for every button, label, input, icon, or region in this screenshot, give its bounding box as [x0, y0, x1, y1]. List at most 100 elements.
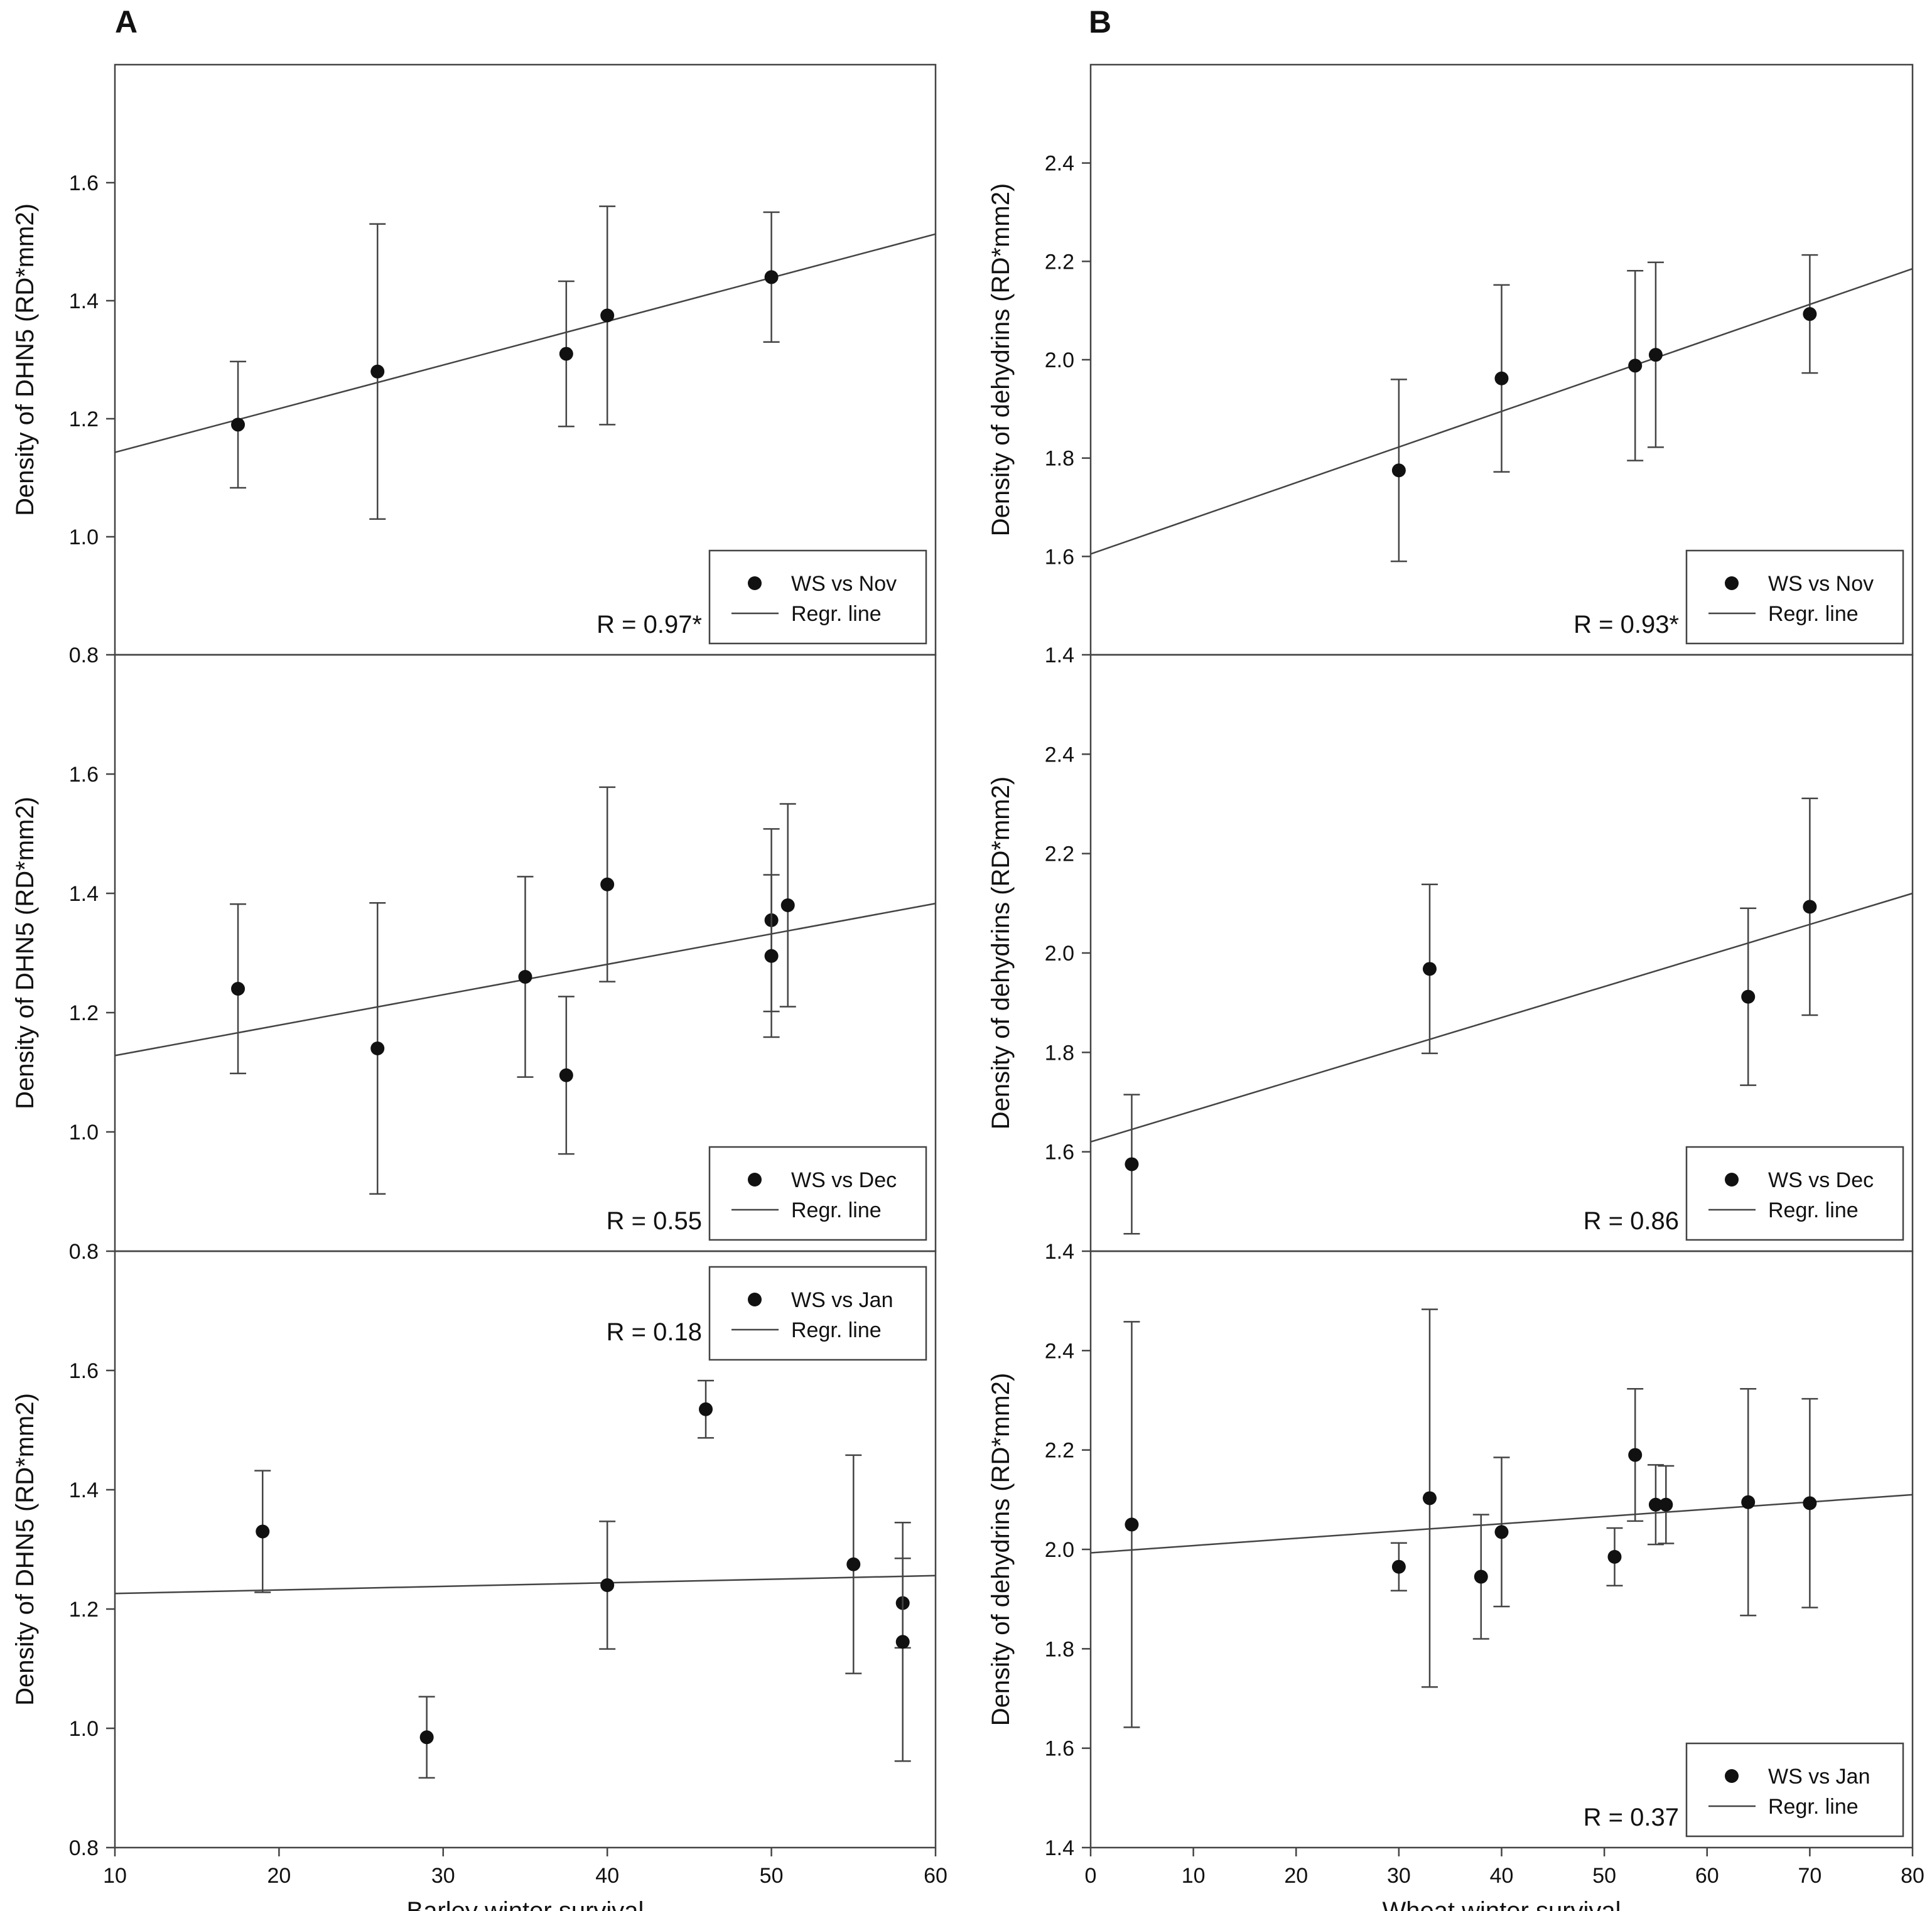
chart-b-bottom-point-7	[1648, 1497, 1663, 1512]
chart-b-bottom-xtick-label-4: 40	[1490, 1864, 1514, 1888]
chart-a-bottom-regression-line	[114, 1575, 936, 1595]
chart-b-middle-point-3	[1803, 900, 1817, 914]
chart-b-middle-legend-marker-label: WS vs Dec	[1768, 1168, 1874, 1192]
chart-b-middle-point-1	[1422, 962, 1437, 976]
chart-a-top-point-3	[600, 308, 615, 323]
chart-a-bottom-point-2	[600, 1578, 615, 1592]
chart-b-top-legend-marker-label: WS vs Nov	[1768, 572, 1874, 596]
chart-b-bottom-xtick-label-8: 80	[1901, 1864, 1924, 1888]
chart-a-bottom-ytick-label-4: 1.6	[69, 1359, 99, 1383]
chart-a-top-regression-line	[114, 233, 936, 453]
chart-b-top-r-value: R = 0.93*	[1573, 611, 1679, 638]
chart-b-top: 1.4 1.6 1.8 2.0 2.2 2.4 Density of dehydrins (…	[987, 63, 1914, 667]
chart-a-top-ytick-label-1: 1.0	[69, 525, 99, 549]
chart-a-middle-point-1	[370, 1042, 385, 1055]
chart-b-bottom-ylabel: Density of dehydrins (RD*mm2)	[987, 1373, 1015, 1726]
chart-a-top: 0.8 1.0 1.2 1.4 1.6 Density of DHN5 (RD*mm2) W…	[11, 63, 937, 667]
chart-b-bottom-ytick-label-2: 1.8	[1045, 1637, 1074, 1661]
chart-a-middle-r-value: R = 0.55	[607, 1207, 702, 1235]
chart-a-middle-legend-line-label: Regr. line	[791, 1198, 882, 1222]
chart-b-bottom-xtick-label-2: 20	[1284, 1864, 1308, 1888]
chart-b-middle-ylabel: Density of dehydrins (RD*mm2)	[987, 777, 1015, 1129]
chart-b-middle-legend-marker	[1725, 1173, 1739, 1187]
chart-b-middle-legend-line-label: Regr. line	[1768, 1198, 1859, 1222]
chart-b-middle-point-2	[1741, 989, 1756, 1004]
chart-b-top-point-2	[1628, 358, 1643, 373]
chart-b-bottom-point-6	[1628, 1448, 1643, 1462]
chart-a-bottom-legend-marker-label: WS vs Jan	[791, 1288, 893, 1312]
chart-a-bottom-r-value: R = 0.18	[607, 1318, 702, 1346]
chart-b-bottom-ytick-label-1: 1.6	[1045, 1737, 1074, 1761]
chart-a-bottom-ytick-label-0: 0.8	[69, 1836, 99, 1860]
chart-a-bottom-point-1	[419, 1730, 434, 1745]
chart-b-bottom-point-2	[1422, 1491, 1437, 1505]
chart-a-top-point-0	[231, 417, 246, 432]
chart-b-bottom-xtick-label-5: 50	[1592, 1864, 1616, 1888]
chart-a-bottom-point-6	[895, 1635, 910, 1649]
chart-b-bottom-xtick-label-1: 10	[1182, 1864, 1206, 1888]
chart-a-bottom-ytick-label-1: 1.0	[69, 1717, 99, 1741]
chart-a-middle-ytick-label-3: 1.4	[69, 882, 99, 906]
chart-b-top-ytick-label-5: 2.4	[1045, 152, 1074, 176]
chart-b-middle: 1.4 1.6 1.8 2.0 2.2 2.4 Density of dehydrins (…	[987, 654, 1914, 1264]
chart-b-top-legend-line-label: Regr. line	[1768, 602, 1859, 626]
chart-a-middle-legend-marker-label: WS vs Dec	[791, 1168, 897, 1192]
chart-a-bottom-point-4	[846, 1557, 861, 1571]
chart-b-middle-legend-box	[1685, 1146, 1904, 1241]
chart-b-bottom: 1.4 1.6 1.8 2.0 2.2 2.4 0 10 20 30 40 50 60 70 80 Densi…	[987, 1250, 1924, 1911]
chart-a-bottom-xlabel: Barley winter survival	[407, 1897, 644, 1911]
chart-a-middle-point-3	[559, 1068, 573, 1082]
chart-a-middle: 0.8 1.0 1.2 1.4 1.6 Density of DHN5 (RD*mm2) W…	[11, 654, 937, 1264]
chart-b-middle-r-value: R = 0.86	[1584, 1207, 1679, 1235]
chart-a-bottom-xtick-label-5: 60	[924, 1864, 947, 1888]
chart-b-top-ytick-label-2: 1.8	[1045, 447, 1074, 471]
chart-a-top-point-1	[370, 364, 385, 379]
chart-a-bottom-legend-box	[708, 1266, 927, 1361]
chart-b-bottom-xtick-label-6: 60	[1695, 1864, 1719, 1888]
chart-a-middle-point-0	[231, 982, 246, 996]
chart-a-top-ylabel: Density of DHN5 (RD*mm2)	[11, 203, 39, 516]
chart-b-top-ylabel: Density of dehydrins (RD*mm2)	[987, 183, 1015, 536]
chart-b-top-point-1	[1494, 371, 1509, 385]
chart-a-bottom-legend-marker	[748, 1293, 762, 1306]
chart-b-middle-ytick-label-1: 1.6	[1045, 1141, 1074, 1165]
chart-b-bottom-legend-marker	[1725, 1769, 1739, 1783]
chart-a-bottom-point-3	[699, 1402, 713, 1416]
chart-a-bottom-legend-line-label: Regr. line	[791, 1318, 882, 1342]
chart-a-top-ytick-label-3: 1.4	[69, 289, 99, 313]
chart-a-top-legend-line-label: Regr. line	[791, 602, 882, 626]
chart-a-top-ytick-label-0: 0.8	[69, 643, 99, 667]
chart-b-top-legend-box	[1685, 549, 1904, 645]
chart-b-top-legend-marker	[1725, 576, 1739, 590]
chart-a-middle-ytick-label-0: 0.8	[69, 1240, 99, 1264]
chart-b-middle-ytick-label-0: 1.4	[1045, 1240, 1074, 1264]
chart-a-middle-legend-marker	[748, 1173, 762, 1187]
chart-b-middle-ytick-label-3: 2.0	[1045, 942, 1074, 966]
chart-b-bottom-point-3	[1474, 1569, 1488, 1584]
chart-a-top-legend-marker	[748, 576, 762, 590]
chart-b-bottom-point-10	[1803, 1496, 1817, 1510]
charts-layer: 0.8 1.0 1.2 1.4 1.6 Density of DHN5 (RD*mm2) W…	[11, 63, 1924, 1911]
chart-b-top-ytick-label-3: 2.0	[1045, 348, 1074, 372]
chart-a-middle-legend-box	[708, 1146, 927, 1241]
chart-a-bottom-xtick-label-1: 20	[267, 1864, 291, 1888]
chart-a-middle-point-2	[518, 970, 532, 984]
chart-a-middle-ytick-label-2: 1.2	[69, 1001, 99, 1025]
chart-a-top-r-value: R = 0.97*	[596, 611, 702, 638]
chart-b-bottom-xlabel: Wheat winter survival	[1382, 1897, 1621, 1911]
chart-b-bottom-point-4	[1494, 1525, 1509, 1539]
chart-b-bottom-r-value: R = 0.37	[1584, 1804, 1679, 1831]
chart-b-bottom-point-1	[1391, 1559, 1406, 1574]
chart-b-top-ytick-label-0: 1.4	[1045, 643, 1074, 667]
chart-a-top-legend-box	[708, 549, 927, 645]
chart-a-bottom-xtick-label-2: 30	[431, 1864, 455, 1888]
chart-a-bottom-xtick-label-3: 40	[595, 1864, 619, 1888]
chart-b-bottom-point-5	[1607, 1549, 1622, 1564]
chart-b-bottom-legend-marker-label: WS vs Jan	[1768, 1765, 1870, 1789]
chart-a-middle-ytick-label-4: 1.6	[69, 763, 99, 787]
chart-b-bottom-point-0	[1125, 1517, 1139, 1532]
chart-b-top-point-0	[1391, 463, 1406, 478]
chart-b-top-ytick-label-1: 1.6	[1045, 545, 1074, 569]
chart-a-top-ytick-label-4: 1.6	[69, 171, 99, 195]
